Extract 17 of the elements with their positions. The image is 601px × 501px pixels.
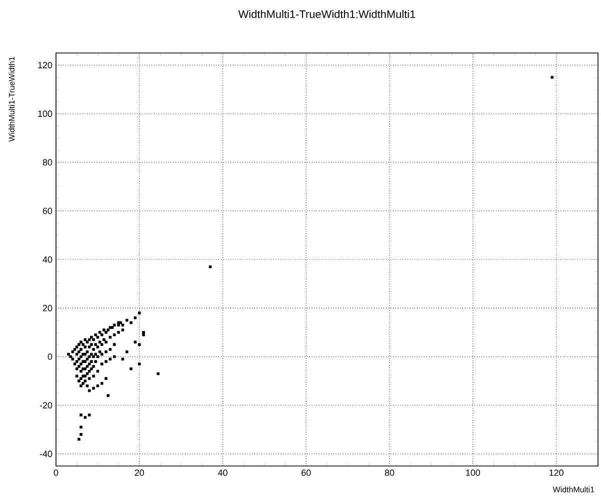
y-tick-label: 60 xyxy=(42,208,52,214)
y-tick-label: 80 xyxy=(42,159,52,166)
x-tick-label: 20 xyxy=(134,470,144,476)
y-tick-label: -40 xyxy=(40,450,52,458)
y-tick-label: 40 xyxy=(42,256,52,263)
x-tick-label: 80 xyxy=(384,470,394,476)
chart-title: WidthMulti1-TrueWidth1:WidthMulti1 xyxy=(238,10,416,18)
x-tick-label: 40 xyxy=(218,470,228,476)
y-tick-label: 0 xyxy=(48,353,52,360)
y-tick-label: 120 xyxy=(38,62,52,68)
y-tick-label: 20 xyxy=(42,304,52,312)
x-tick-label: 120 xyxy=(550,470,564,476)
x-tick-label: 60 xyxy=(302,470,311,476)
x-tick-label: 100 xyxy=(466,470,480,476)
y-tick-label: -20 xyxy=(40,402,52,408)
x-tick-label: 0 xyxy=(54,470,58,476)
y-tick-label: 100 xyxy=(38,110,52,117)
